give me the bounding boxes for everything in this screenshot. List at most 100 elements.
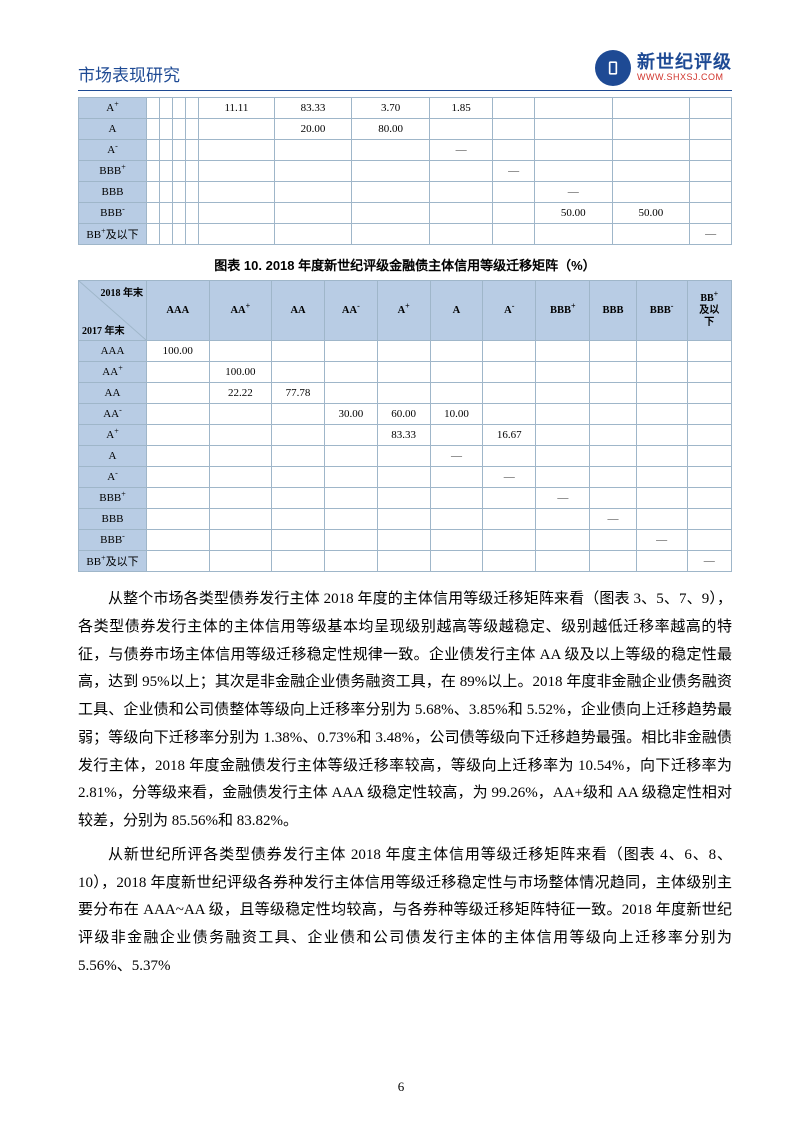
cell — [493, 140, 535, 161]
row-header: BB+及以下 — [79, 551, 147, 572]
cell — [324, 446, 377, 467]
cell — [186, 140, 199, 161]
cell — [147, 404, 210, 425]
cell — [687, 467, 731, 488]
cell — [687, 425, 731, 446]
cell: 16.67 — [483, 425, 536, 446]
cell — [147, 467, 210, 488]
cell — [612, 161, 690, 182]
cell — [199, 203, 275, 224]
cell: — — [483, 467, 536, 488]
row-header: BBB+ — [79, 161, 147, 182]
cell: 22.22 — [209, 383, 272, 404]
cell — [687, 509, 731, 530]
cell: — — [430, 446, 483, 467]
cell — [186, 161, 199, 182]
cell — [536, 446, 590, 467]
cell — [636, 509, 687, 530]
cell — [324, 362, 377, 383]
cell — [636, 551, 687, 572]
cell — [536, 551, 590, 572]
cell — [209, 341, 272, 362]
cell — [687, 341, 731, 362]
row-header: BBB — [79, 509, 147, 530]
cell — [483, 530, 536, 551]
cell — [612, 182, 690, 203]
cell: — — [687, 551, 731, 572]
cell — [173, 98, 186, 119]
cell — [173, 161, 186, 182]
cell — [274, 224, 352, 245]
cell — [352, 182, 430, 203]
cell — [534, 224, 612, 245]
page-header: 市场表现研究 新世纪评级 WWW.SHXSJ.COM — [78, 50, 732, 91]
cell: 11.11 — [199, 98, 275, 119]
cell — [147, 203, 160, 224]
cell — [147, 425, 210, 446]
cell — [274, 140, 352, 161]
table-migration-matrix: 2018 年末 2017 年末 AAAAA+AAAA-A+AA-BBB+BBBB… — [78, 280, 732, 572]
cell — [493, 119, 535, 140]
row-header: BBB+ — [79, 488, 147, 509]
table-row: BB+及以下 — — [79, 551, 732, 572]
cell — [534, 98, 612, 119]
cell — [536, 362, 590, 383]
cell — [173, 119, 186, 140]
cell — [690, 161, 732, 182]
row-header: BBB — [79, 182, 147, 203]
cell — [352, 224, 430, 245]
cell — [272, 446, 325, 467]
cell — [590, 551, 636, 572]
cell: 60.00 — [377, 404, 430, 425]
cell — [186, 203, 199, 224]
cell — [209, 446, 272, 467]
cell — [483, 551, 536, 572]
cell — [534, 140, 612, 161]
cell — [147, 362, 210, 383]
cell — [690, 98, 732, 119]
cell — [612, 98, 690, 119]
col-header: BBB- — [636, 281, 687, 341]
cell — [536, 530, 590, 551]
cell — [160, 119, 173, 140]
cell — [377, 530, 430, 551]
cell — [209, 467, 272, 488]
cell — [430, 383, 483, 404]
cell — [429, 119, 492, 140]
table-row: BBB-— — [79, 530, 732, 551]
cell — [377, 383, 430, 404]
cell — [173, 224, 186, 245]
cell — [536, 509, 590, 530]
cell — [430, 467, 483, 488]
table-row: BBB— — [79, 182, 732, 203]
cell — [209, 404, 272, 425]
cell — [483, 446, 536, 467]
cell — [534, 161, 612, 182]
cell: 80.00 — [352, 119, 430, 140]
cell — [147, 446, 210, 467]
cell: 100.00 — [147, 341, 210, 362]
cell — [272, 530, 325, 551]
cell — [209, 551, 272, 572]
row-header: BBB- — [79, 530, 147, 551]
cell — [324, 341, 377, 362]
cell — [324, 383, 377, 404]
cell — [147, 488, 210, 509]
cell — [199, 119, 275, 140]
cell — [612, 119, 690, 140]
table-row: BBB+ — — [79, 488, 732, 509]
cell — [536, 425, 590, 446]
diag-top-label: 2018 年末 — [101, 284, 144, 299]
cell — [483, 404, 536, 425]
cell — [493, 182, 535, 203]
cell — [272, 404, 325, 425]
cell: — — [690, 224, 732, 245]
cell: 83.33 — [274, 98, 352, 119]
cell — [209, 488, 272, 509]
cell — [590, 362, 636, 383]
table-row: AA22.2277.78 — [79, 383, 732, 404]
cell: — — [536, 488, 590, 509]
cell — [272, 341, 325, 362]
row-header: A — [79, 119, 147, 140]
cell — [536, 404, 590, 425]
